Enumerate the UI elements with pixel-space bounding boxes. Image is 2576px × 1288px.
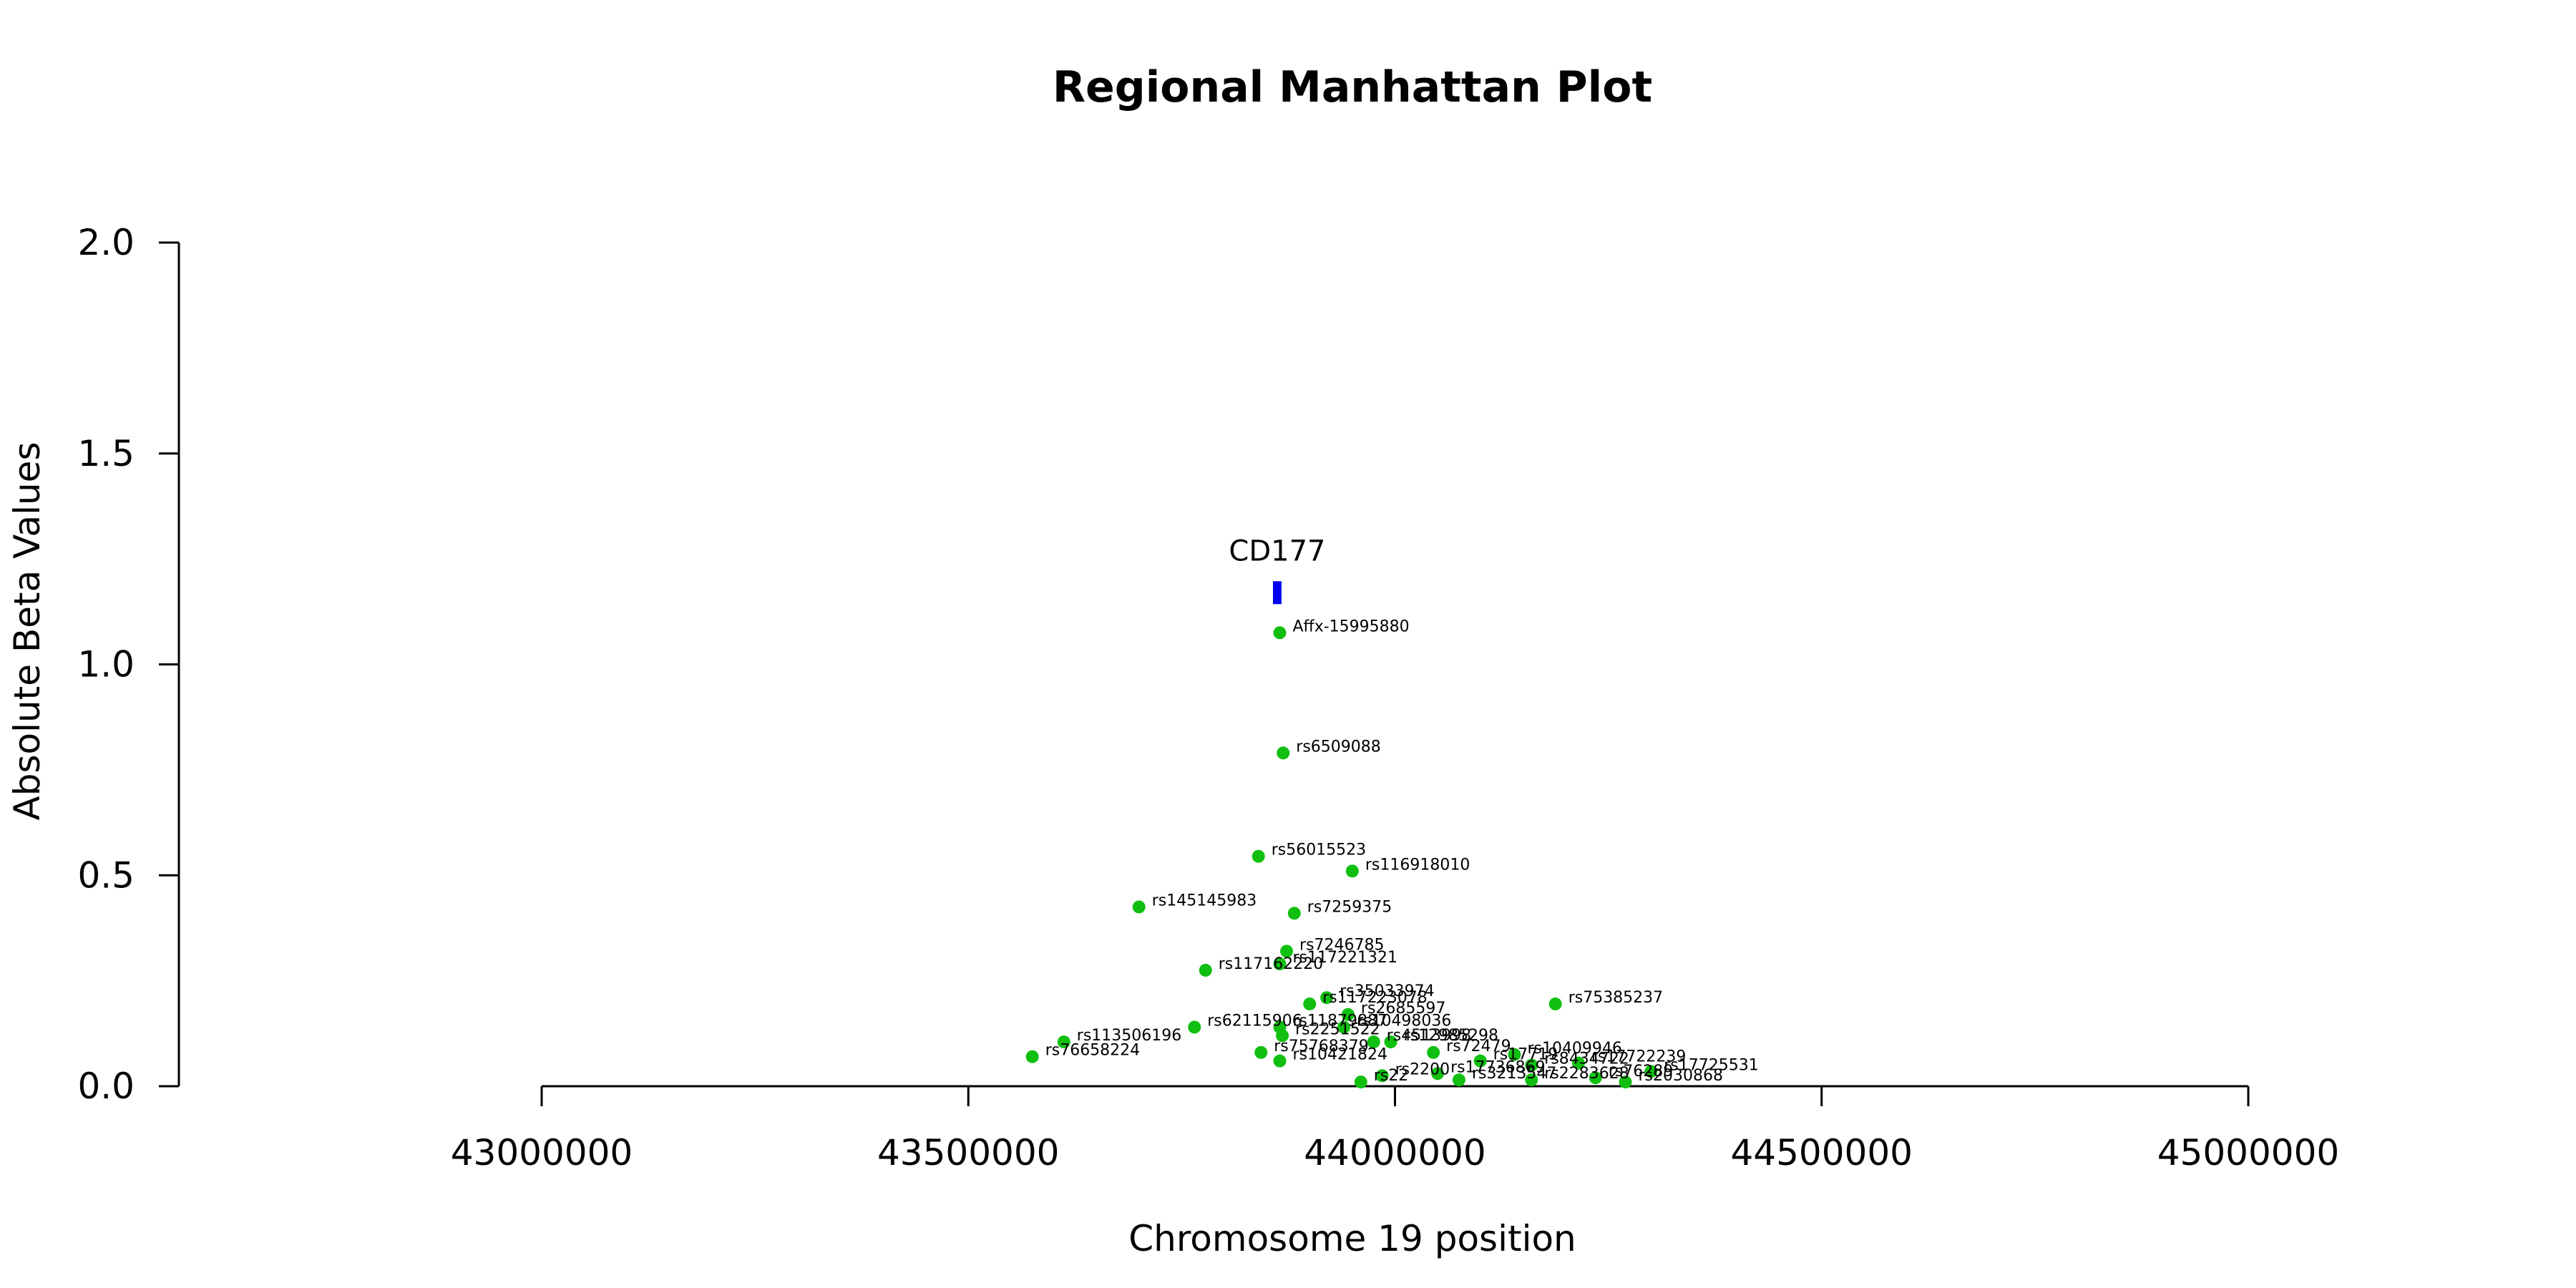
snp-label: rs116918010 (1365, 856, 1470, 874)
snp-point (1199, 963, 1212, 977)
snp-point (1452, 1073, 1465, 1087)
snp-label: rs7246785 (1299, 936, 1385, 954)
snp-point (1548, 997, 1562, 1011)
snp-label: rs17725531 (1664, 1056, 1758, 1074)
snp-label: rs11879887 (1293, 1012, 1387, 1030)
snp-label: rs76289 (1609, 1063, 1674, 1080)
snp-point (1254, 1045, 1268, 1059)
snp-label: rs2283628 (1544, 1065, 1629, 1083)
y-axis-title: Absolute Beta Values (6, 442, 48, 821)
snp-label: rs76658224 (1045, 1042, 1140, 1060)
snp-label: rs2200 (1395, 1060, 1450, 1078)
snp-point (1132, 900, 1146, 914)
x-tick-label: 45000000 (2157, 1132, 2340, 1174)
y-tick-label: 0.0 (77, 1065, 135, 1107)
snp-point (1589, 1071, 1602, 1085)
x-axis-title: Chromosome 19 position (1128, 1218, 1576, 1259)
snp-label: rs2685597 (1361, 1000, 1446, 1018)
snp-point (1345, 864, 1359, 878)
snp-label: rs4513998 (1387, 1027, 1472, 1045)
snp-point (1320, 991, 1334, 1005)
snp-point (1473, 1054, 1487, 1068)
snp-point (1277, 746, 1290, 760)
snp-label: rs7259375 (1307, 898, 1392, 916)
snp-label: rs6509088 (1296, 738, 1381, 756)
snp-point (1025, 1050, 1039, 1063)
x-tick-label: 44500000 (1731, 1132, 1913, 1174)
snp-label: rs2251522 (1295, 1020, 1380, 1038)
snp-label: rs12985298 (1404, 1027, 1498, 1045)
snp-point (1303, 997, 1317, 1011)
x-tick-label: 43000000 (451, 1132, 633, 1174)
snp-label: rs17722239 (1591, 1048, 1686, 1066)
snp-point (1431, 1067, 1445, 1080)
snp-points (1025, 626, 1658, 1089)
snp-label: rs117162220 (1219, 955, 1323, 973)
snp-label: rs62115906 (1207, 1012, 1302, 1030)
snp-point (1571, 1056, 1585, 1070)
snp-point (1508, 1048, 1521, 1061)
snp-point (1644, 1065, 1658, 1078)
snp-label: rs22 (1374, 1067, 1409, 1085)
y-tick-label: 2.0 (77, 222, 135, 263)
snp-label: rs75385237 (1568, 989, 1663, 1007)
snp-label: rs8434722 (1544, 1050, 1629, 1068)
snp-point (1252, 849, 1265, 863)
snp-label: rs17719 (1493, 1046, 1558, 1064)
snp-labels: Affx-15995880 rs6509088 rs56015523rs116918… (1045, 618, 1759, 1085)
snp-point (1280, 945, 1294, 958)
snp-label: rs145145983 (1152, 892, 1257, 909)
snp-point (1341, 1008, 1355, 1021)
snp-point (1287, 907, 1301, 920)
snp-label: rs113506196 (1077, 1027, 1181, 1045)
y-tick-label: 1.5 (77, 433, 135, 474)
snp-label: rs2030868 (1638, 1067, 1723, 1085)
snp-label: rs72479 (1446, 1038, 1511, 1055)
snp-point (1354, 1075, 1367, 1089)
snp-point (1619, 1075, 1632, 1089)
snp-label: Affx-15995880 (1293, 618, 1410, 635)
snp-label: rs10421824 (1293, 1046, 1387, 1064)
x-axis: 43000000 43500000 44000000 44500000 45000000 (451, 1085, 2340, 1174)
snp-point (1273, 626, 1287, 640)
x-tick-label: 43500000 (877, 1132, 1060, 1174)
snp-label: rs75768379 (1274, 1038, 1368, 1055)
gene-bar (1272, 581, 1282, 605)
snp-label: rs10409946 (1527, 1040, 1621, 1058)
snp-point (1057, 1035, 1070, 1049)
snp-point (1188, 1020, 1201, 1034)
snp-label: rs56015523 (1272, 841, 1366, 859)
snp-label: rs35033974 (1340, 982, 1434, 1000)
snp-point (1273, 1054, 1287, 1068)
snp-point (1525, 1073, 1538, 1087)
y-tick-label: 1.0 (77, 644, 135, 686)
snp-label: rs117223078 (1322, 989, 1427, 1007)
snp-label: rs3213547 (1472, 1065, 1557, 1083)
snp-label: rs10498036 (1357, 1012, 1451, 1030)
snp-label: rs117221321 (1293, 949, 1397, 967)
snp-label: rs17736869 (1450, 1058, 1545, 1076)
snp-point (1337, 1020, 1350, 1034)
y-tick-label: 0.5 (77, 854, 135, 896)
gene-label: CD177 (1229, 535, 1325, 567)
snp-point (1384, 1035, 1397, 1049)
snp-point (1276, 1029, 1289, 1043)
snp-point (1273, 957, 1287, 971)
gene-track: CD177 (1229, 535, 1325, 605)
snp-point (1427, 1045, 1440, 1059)
x-tick-label: 44000000 (1304, 1132, 1486, 1174)
snp-point (1367, 1035, 1380, 1049)
chart-title: Regional Manhattan Plot (1053, 62, 1652, 112)
y-axis: 0.0 0.5 1.0 1.5 2.0 (77, 222, 180, 1107)
snp-point (1375, 1069, 1389, 1083)
snp-point (1525, 1058, 1538, 1072)
